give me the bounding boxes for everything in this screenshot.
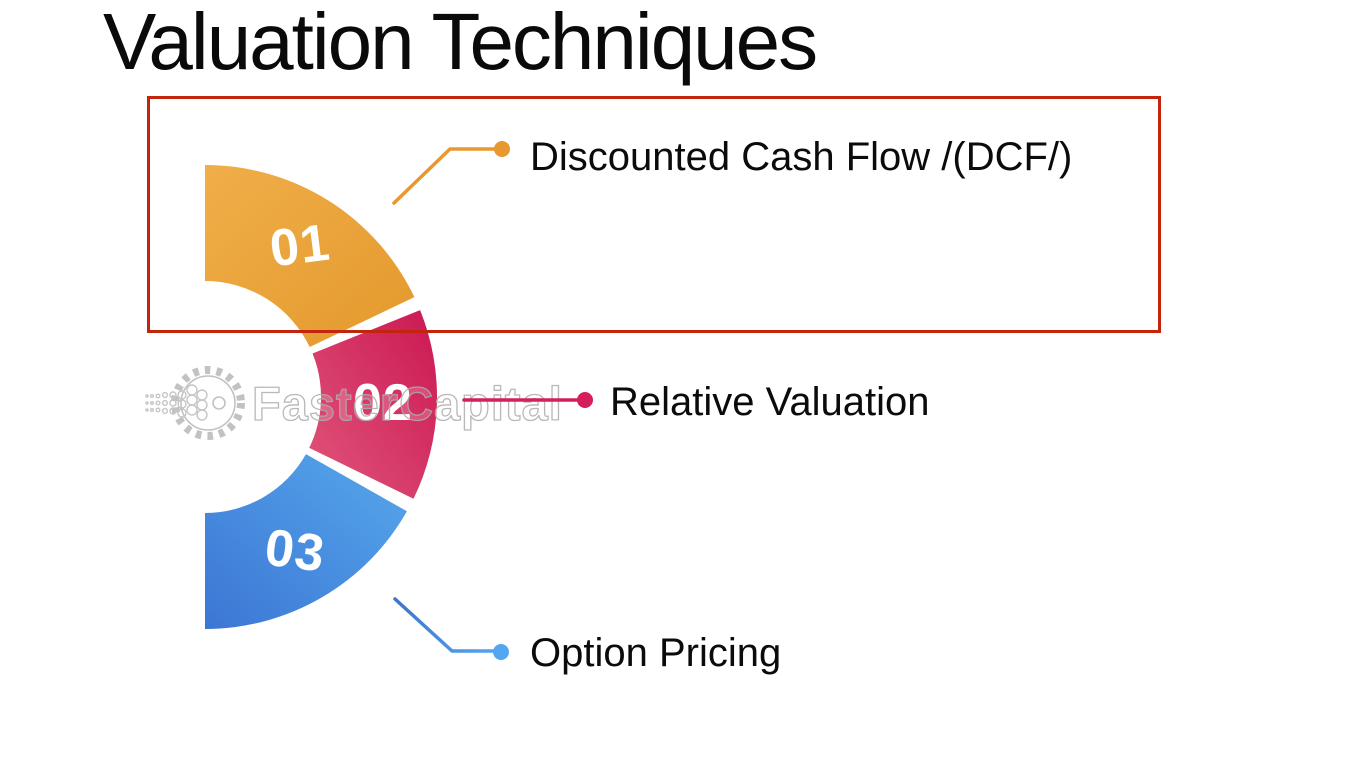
segment-label-option-pricing: Option Pricing xyxy=(530,631,782,675)
highlight-box xyxy=(147,96,1161,333)
segment-label-relative-valuation: Relative Valuation xyxy=(610,380,930,424)
segment-label-dcf: Discounted Cash Flow /(DCF/) xyxy=(530,135,1073,179)
page-title: Valuation Techniques xyxy=(103,0,818,86)
segment-number-02: 02 xyxy=(352,374,413,433)
